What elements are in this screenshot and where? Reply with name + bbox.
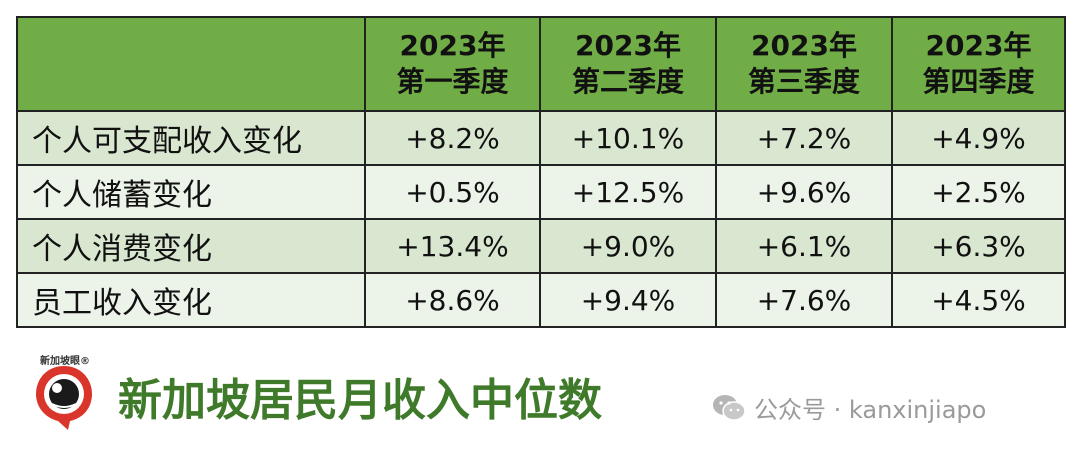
header-q2: 2023年 第二季度 <box>539 16 717 112</box>
table-cell: +9.4% <box>539 272 717 328</box>
header-q1: 2023年 第一季度 <box>364 16 541 112</box>
header-quarter: 第一季度 <box>396 65 509 98</box>
row-label: 员工收入变化 <box>16 272 366 328</box>
logo-text: 新加坡眼® <box>40 356 90 367</box>
header-year: 2023年 <box>925 29 1032 62</box>
table-cell: +7.2% <box>715 110 893 166</box>
table-row: 个人消费变化 +13.4% +9.0% +6.1% +6.3% <box>16 218 1066 274</box>
table-cell: +9.0% <box>539 218 717 274</box>
table-header-row: 2023年 第一季度 2023年 第二季度 2023年 第三季度 2023年 第… <box>16 16 1066 112</box>
table-cell: +8.2% <box>364 110 541 166</box>
table-row: 员工收入变化 +8.6% +9.4% +7.6% +4.5% <box>16 272 1066 328</box>
row-label: 个人可支配收入变化 <box>16 110 366 166</box>
table-cell: +9.6% <box>715 164 893 220</box>
header-quarter: 第三季度 <box>747 65 860 98</box>
header-quarter: 第四季度 <box>922 65 1035 98</box>
table-cell: +8.6% <box>364 272 541 328</box>
table-cell: +2.5% <box>891 164 1066 220</box>
header-empty-cell <box>16 16 366 112</box>
header-q3: 2023年 第三季度 <box>715 16 893 112</box>
table-cell: +12.5% <box>539 164 717 220</box>
wechat-icon <box>713 394 746 421</box>
table-cell: +10.1% <box>539 110 717 166</box>
table-cell: +6.3% <box>891 218 1066 274</box>
header-year: 2023年 <box>399 29 506 62</box>
eye-logo-icon <box>36 366 92 430</box>
table-row: 个人储蓄变化 +0.5% +12.5% +9.6% +2.5% <box>16 164 1066 220</box>
wechat-account: 公众号 · kanxinjiapo <box>712 390 986 425</box>
wechat-text: 公众号 · kanxinjiapo <box>754 396 987 424</box>
footer-title: 新加坡居民月收入中位数 <box>118 375 602 426</box>
header-q4: 2023年 第四季度 <box>891 16 1066 112</box>
header-quarter: 第二季度 <box>571 65 684 98</box>
table-cell: +7.6% <box>715 272 893 328</box>
table-cell: +0.5% <box>364 164 541 220</box>
header-year: 2023年 <box>575 29 681 62</box>
table-cell: +4.5% <box>891 272 1066 328</box>
header-year: 2023年 <box>751 29 857 62</box>
table-cell: +6.1% <box>715 218 893 274</box>
table-cell: +4.9% <box>891 110 1066 166</box>
table-row: 个人可支配收入变化 +8.2% +10.1% +7.2% +4.9% <box>16 110 1066 166</box>
row-label: 个人消费变化 <box>16 218 366 274</box>
income-change-table: 2023年 第一季度 2023年 第二季度 2023年 第三季度 2023年 第… <box>16 16 1066 328</box>
row-label: 个人储蓄变化 <box>16 164 366 220</box>
table-cell: +13.4% <box>364 218 541 274</box>
